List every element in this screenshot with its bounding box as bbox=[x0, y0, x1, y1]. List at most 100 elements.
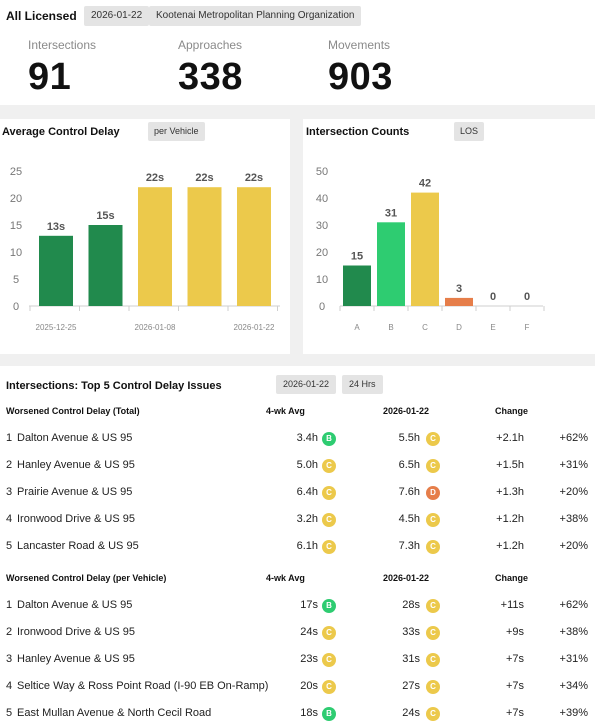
row-intersection-name[interactable]: Hanley Avenue & US 95 bbox=[17, 459, 135, 471]
kpi-movements: Movements 903 bbox=[328, 38, 393, 99]
row-intersection-name[interactable]: Dalton Avenue & US 95 bbox=[17, 432, 133, 444]
los-badge: C bbox=[322, 653, 336, 667]
bar bbox=[187, 187, 222, 306]
x-tick-label: F bbox=[525, 323, 530, 332]
row-avg-value: 23s bbox=[300, 653, 318, 665]
los-badge: C bbox=[322, 626, 336, 640]
kpi-value: 903 bbox=[328, 56, 393, 98]
los-chip[interactable]: LOS bbox=[454, 122, 485, 141]
kpi-label: Movements bbox=[328, 38, 391, 52]
los-badge: C bbox=[426, 707, 440, 721]
row-intersection-name[interactable]: Dalton Avenue & US 95 bbox=[17, 599, 133, 611]
bar bbox=[138, 187, 172, 306]
row-intersection-name[interactable]: Hanley Avenue & US 95 bbox=[17, 653, 135, 665]
table-row[interactable]: 1 Dalton Avenue & US 95 3.4h B 5.5h C +2.1h +62… bbox=[0, 426, 595, 453]
section-heading: Worsened Control Delay (per Vehicle) bbox=[6, 573, 167, 583]
col-date-header: 2026-01-22 bbox=[383, 406, 430, 416]
row-rank: 1 bbox=[6, 432, 13, 444]
counts-chart-panel: Intersection Counts LOS 0 10 20 30 40 50 15 A 31… bbox=[303, 119, 595, 354]
y-tick-label: 10 bbox=[10, 247, 22, 259]
row-current-value: 24s bbox=[402, 707, 420, 719]
los-badge: B bbox=[322, 432, 336, 446]
row-change-value: +9s bbox=[505, 626, 524, 638]
table-row[interactable]: 4 Ironwood Drive & US 95 3.2h C 4.5h C +1.2h +3… bbox=[0, 507, 595, 534]
kpi-approaches: Approaches 338 bbox=[178, 38, 243, 99]
x-tick-label: 2026-01-08 bbox=[135, 323, 176, 332]
row-change-value: +1.5h bbox=[496, 459, 524, 471]
row-intersection-name[interactable]: Seltice Way & Ross Point Road (I-90 EB O… bbox=[17, 680, 269, 692]
kpi-label: Intersections bbox=[28, 38, 97, 52]
los-badge: C bbox=[426, 459, 440, 473]
table-row[interactable]: 1 Dalton Avenue & US 95 17s B 28s C +11s +62% bbox=[0, 593, 595, 620]
los-badge: C bbox=[426, 599, 440, 613]
section-header: Worsened Control Delay (Total) 4-wk Avg 20… bbox=[0, 404, 595, 420]
table-row[interactable]: 4 Seltice Way & Ross Point Road (I-90 EB … bbox=[0, 674, 595, 701]
los-badge: B bbox=[322, 707, 336, 721]
y-tick-label: 10 bbox=[316, 274, 328, 286]
bar bbox=[88, 225, 123, 306]
issues-title: Intersections: Top 5 Control Delay Issue… bbox=[6, 380, 222, 392]
row-change-percent: +20% bbox=[559, 486, 588, 498]
row-current-value: 7.6h bbox=[398, 486, 420, 498]
los-badge: C bbox=[426, 680, 440, 694]
y-tick-label: 15 bbox=[10, 220, 22, 232]
row-change-percent: +31% bbox=[559, 653, 588, 665]
table-row[interactable]: 3 Prairie Avenue & US 95 6.4h C 7.6h D +1.3h +2… bbox=[0, 480, 595, 507]
summary-panel: All Licensed 2026-01-22 Kootenai Metropo… bbox=[0, 0, 595, 105]
x-tick-label: 2026-01-22 bbox=[234, 323, 275, 332]
row-avg-value: 3.2h bbox=[296, 513, 318, 525]
los-badge: C bbox=[322, 680, 336, 694]
row-change-percent: +38% bbox=[559, 513, 588, 525]
row-change-value: +7s bbox=[505, 680, 524, 692]
row-intersection-name[interactable]: Ironwood Drive & US 95 bbox=[17, 626, 135, 638]
data-label: 15s bbox=[96, 210, 114, 222]
table-row[interactable]: 2 Ironwood Drive & US 95 24s C 33s C +9s +38% bbox=[0, 620, 595, 647]
section-heading: Worsened Control Delay (Total) bbox=[6, 406, 140, 416]
los-badge: B bbox=[322, 599, 336, 613]
row-avg-value: 5.0h bbox=[296, 459, 318, 471]
data-label: 31 bbox=[385, 207, 397, 219]
row-intersection-name[interactable]: Lancaster Road & US 95 bbox=[17, 540, 139, 552]
table-row[interactable]: 3 Hanley Avenue & US 95 23s C 31s C +7s +31% bbox=[0, 647, 595, 674]
col-change-header: Change bbox=[495, 406, 529, 416]
per-vehicle-chip[interactable]: per Vehicle bbox=[148, 122, 205, 141]
y-tick-label: 5 bbox=[13, 274, 19, 286]
section-header: Worsened Control Delay (per Vehicle) 4-wk… bbox=[0, 571, 595, 587]
issues-period-chip[interactable]: 24 Hrs bbox=[342, 375, 383, 394]
los-badge: C bbox=[426, 540, 440, 554]
issues-date-chip[interactable]: 2026-01-22 bbox=[276, 375, 337, 394]
y-tick-label: 50 bbox=[316, 166, 328, 178]
row-change-value: +11s bbox=[500, 599, 524, 611]
data-label: 42 bbox=[419, 178, 431, 190]
row-current-value: 5.5h bbox=[398, 432, 420, 444]
row-rank: 3 bbox=[6, 486, 13, 498]
row-avg-value: 17s bbox=[300, 599, 318, 611]
row-intersection-name[interactable]: Prairie Avenue & US 95 bbox=[17, 486, 133, 498]
data-label: 15 bbox=[351, 251, 363, 263]
data-label: 13s bbox=[47, 221, 65, 233]
summary-title: All Licensed bbox=[6, 9, 77, 23]
x-tick-label: B bbox=[388, 323, 393, 332]
counts-chart-title: Intersection Counts bbox=[306, 126, 410, 138]
y-tick-label: 30 bbox=[316, 220, 328, 232]
bar bbox=[39, 235, 73, 306]
organization-chip[interactable]: Kootenai Metropolitan Planning Organizat… bbox=[149, 6, 362, 26]
table-row[interactable]: 5 Lancaster Road & US 95 6.1h C 7.3h C +1.2h +2… bbox=[0, 534, 595, 561]
row-current-value: 31s bbox=[402, 653, 420, 665]
los-badge: C bbox=[426, 513, 440, 527]
row-change-percent: +38% bbox=[559, 626, 588, 638]
row-intersection-name[interactable]: Ironwood Drive & US 95 bbox=[17, 513, 135, 525]
table-row[interactable]: 5 East Mullan Avenue & North Cecil Road 18… bbox=[0, 701, 595, 723]
row-avg-value: 18s bbox=[300, 707, 318, 719]
row-intersection-name[interactable]: East Mullan Avenue & North Cecil Road bbox=[17, 707, 212, 719]
kpi-value: 91 bbox=[28, 56, 72, 98]
y-tick-label: 0 bbox=[319, 301, 325, 313]
los-badge: D bbox=[426, 486, 440, 500]
row-current-value: 6.5h bbox=[398, 459, 420, 471]
los-badge: C bbox=[322, 486, 336, 500]
table-row[interactable]: 2 Hanley Avenue & US 95 5.0h C 6.5h C +1.5h +31… bbox=[0, 453, 595, 480]
x-tick-label: A bbox=[354, 323, 360, 332]
row-rank: 2 bbox=[6, 626, 13, 638]
los-badge: C bbox=[322, 459, 336, 473]
date-chip[interactable]: 2026-01-22 bbox=[84, 6, 150, 26]
